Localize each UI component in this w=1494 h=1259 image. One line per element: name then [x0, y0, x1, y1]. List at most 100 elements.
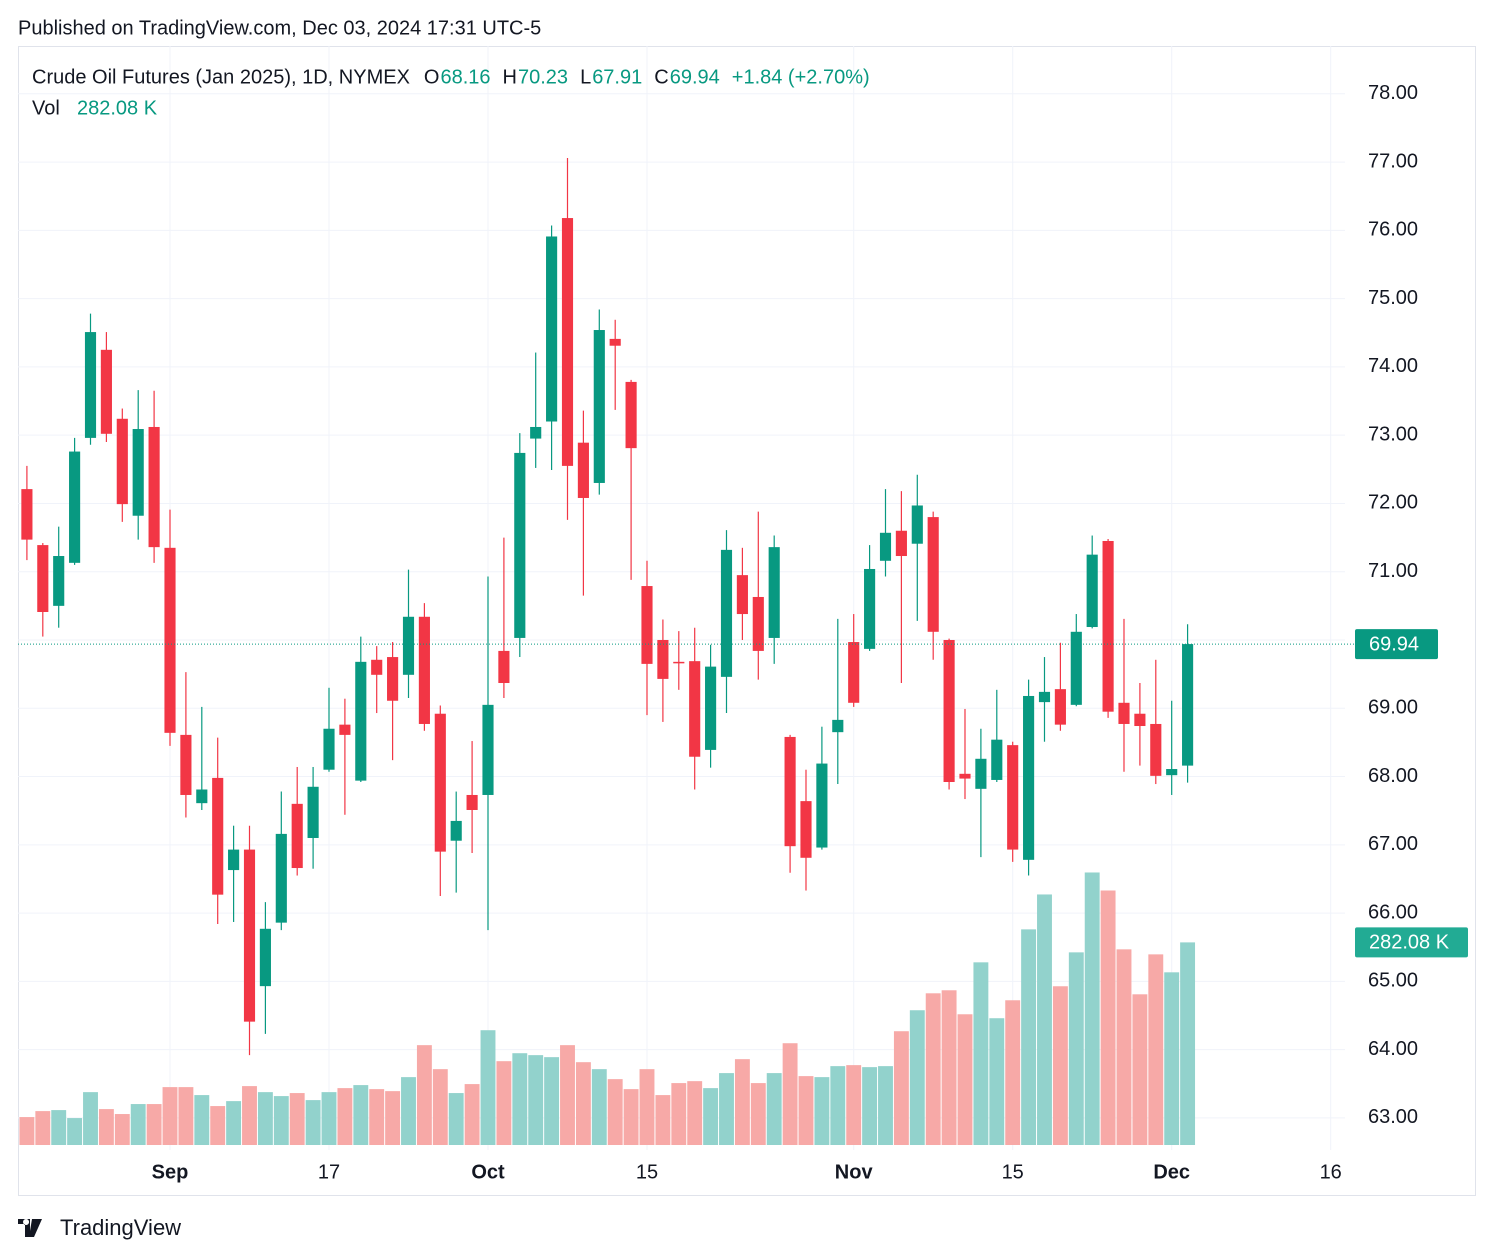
grid: [18, 46, 1345, 1150]
candle-body: [816, 763, 828, 848]
volume-bar: [178, 1087, 194, 1145]
candle-body: [1054, 689, 1066, 725]
candle-body: [498, 650, 510, 684]
candle-body: [736, 575, 748, 615]
volume-bar: [210, 1106, 226, 1145]
candle-body: [768, 547, 780, 638]
candle-body: [752, 596, 764, 651]
candle-body: [1134, 713, 1146, 727]
y-tick-label: 63.00: [1368, 1106, 1418, 1128]
brand: TradingView: [60, 1215, 181, 1240]
x-tick-label: 16: [1320, 1161, 1342, 1183]
candle-body: [720, 549, 733, 677]
volume-bar: [305, 1100, 321, 1145]
volume-bar: [51, 1110, 67, 1145]
volume-bar: [528, 1055, 544, 1145]
candle-body: [466, 794, 478, 810]
volume-bar: [1052, 986, 1068, 1145]
volume-bar: [496, 1061, 512, 1145]
candle-body: [1007, 745, 1019, 850]
ohlc-value: 67.91: [592, 66, 642, 88]
candle-body: [705, 666, 717, 750]
candle-body: [387, 657, 399, 701]
candle-body: [927, 517, 939, 632]
candle-body: [196, 789, 208, 804]
candle-body: [1038, 691, 1051, 703]
y-tick-label: 76.00: [1368, 219, 1418, 241]
candle-body: [402, 616, 415, 675]
x-tick-label: 17: [318, 1161, 340, 1183]
volume-bar: [353, 1085, 369, 1145]
ohlc-value: 69.94: [670, 66, 720, 88]
volume-bar: [83, 1092, 98, 1145]
candle-body: [1086, 554, 1098, 628]
volume-bar: [1164, 972, 1180, 1145]
candle-body: [482, 704, 494, 795]
candle-body: [100, 349, 112, 434]
volume-bar: [35, 1111, 51, 1145]
volume-bar: [925, 993, 941, 1145]
candle-body: [1166, 769, 1178, 776]
volume-bar: [766, 1073, 782, 1145]
ohlc-key: L: [580, 66, 591, 88]
candle-body: [991, 739, 1003, 780]
volume-bar: [257, 1092, 273, 1145]
candle-body: [832, 719, 844, 733]
volume-bar: [750, 1083, 766, 1145]
x-tick-label: Oct: [471, 1161, 505, 1183]
volume-bar: [544, 1057, 560, 1145]
candle-body: [291, 803, 303, 869]
candle-body: [609, 338, 621, 346]
price-change: +1.84 (+2.70%): [732, 66, 870, 88]
volume-bar: [1005, 1000, 1021, 1145]
candle-body: [259, 928, 271, 987]
candle-body: [323, 728, 335, 770]
y-tick-label: 69.00: [1368, 697, 1418, 719]
volume-bar: [878, 1066, 893, 1145]
volume-bar: [591, 1069, 607, 1145]
volume-bar: [432, 1069, 448, 1145]
candle-body: [180, 734, 192, 795]
volume-bar: [385, 1091, 401, 1145]
volume-bar: [416, 1045, 432, 1145]
logo: TradingView: [18, 1215, 181, 1240]
y-tick-label: 68.00: [1368, 765, 1418, 787]
candle-body: [148, 426, 160, 548]
volume-bar: [941, 990, 957, 1145]
volume-bar: [798, 1076, 814, 1145]
candle-body: [69, 451, 81, 563]
ohlc-value: 68.16: [440, 66, 490, 88]
volume-bar: [162, 1087, 178, 1145]
volume-bar: [639, 1069, 655, 1145]
volume-bar: [114, 1114, 130, 1145]
y-tick-label: 78.00: [1368, 82, 1418, 104]
volume-value: 282.08 K: [77, 97, 158, 119]
volume-bar: [560, 1045, 575, 1145]
y-tick-label: 72.00: [1368, 492, 1418, 514]
ohlc-key: O: [424, 66, 440, 88]
volume-bar: [623, 1089, 639, 1145]
volume-bar: [830, 1066, 846, 1145]
logo-icon: [18, 1219, 42, 1237]
volume-bar: [973, 962, 989, 1145]
candle-body: [593, 330, 605, 483]
x-tick-label: Sep: [152, 1161, 189, 1183]
volume-bar: [1100, 890, 1116, 1145]
volume-bar: [321, 1092, 337, 1145]
ohlc-key: C: [654, 66, 668, 88]
legend: Crude Oil Futures (Jan 2025), 1D, NYMEX …: [32, 66, 870, 119]
volume-bar: [512, 1053, 528, 1145]
candle-body: [1150, 723, 1162, 776]
volume-bar: [194, 1095, 210, 1145]
labels: 63.0064.0065.0066.0067.0068.0069.0070.00…: [18, 82, 1468, 1183]
candle-body: [530, 426, 542, 439]
candle-body: [1182, 644, 1194, 766]
candle-body: [625, 381, 637, 449]
volume-bar: [734, 1059, 750, 1145]
candle-body: [434, 713, 446, 852]
volume-bar: [1084, 872, 1100, 1145]
volume-bar: [273, 1096, 289, 1145]
candle-body: [132, 429, 144, 516]
volume-bar: [130, 1104, 146, 1145]
candle-body: [116, 418, 128, 505]
